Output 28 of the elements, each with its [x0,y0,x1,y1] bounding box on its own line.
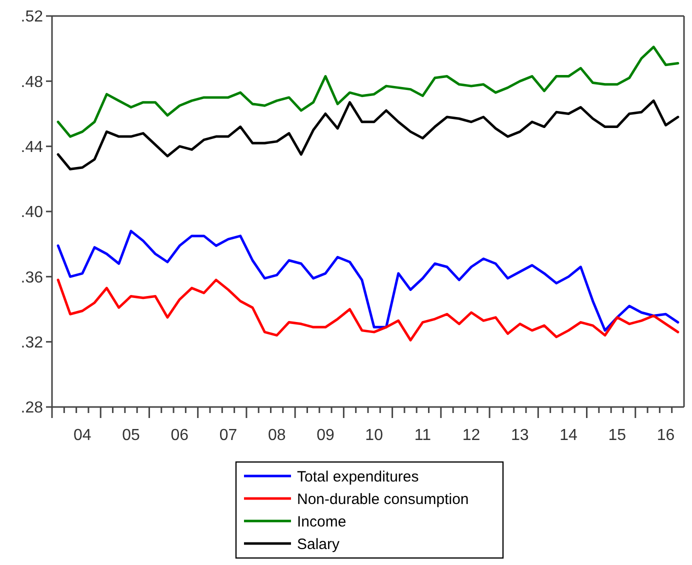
x-tick-label: 13 [511,427,529,444]
x-tick-label: 10 [365,427,384,444]
y-tick-label: .36 [20,269,44,286]
line-series [56,278,680,342]
x-tick-label: 05 [122,427,140,444]
line-series [56,99,680,170]
legend-label: Non-durable consumption [297,490,469,508]
x-tick-label: 12 [462,427,480,444]
line-series [56,46,680,138]
x-tick-label: 09 [316,427,334,444]
x-tick-label: 14 [560,427,578,444]
x-tick-label: 11 [414,427,432,444]
line-series [56,230,680,332]
legend-label: Total expenditures [297,468,419,486]
y-tick-label: .28 [20,400,44,417]
x-tick-label: 07 [219,427,238,444]
y-tick-label: .52 [20,8,44,26]
y-tick-label: .40 [20,204,44,222]
x-tick-label: 04 [73,427,92,444]
y-tick-label: .32 [20,334,44,352]
y-tick-label: .44 [20,138,44,156]
x-tick-label: 16 [656,427,675,444]
x-tick-label: 08 [268,427,286,444]
legend-label: Salary [297,536,340,553]
x-tick-label: 06 [170,427,189,444]
legend-label: Income [297,513,346,530]
y-tick-label: .48 [20,74,44,91]
x-tick-label: 15 [608,427,626,444]
